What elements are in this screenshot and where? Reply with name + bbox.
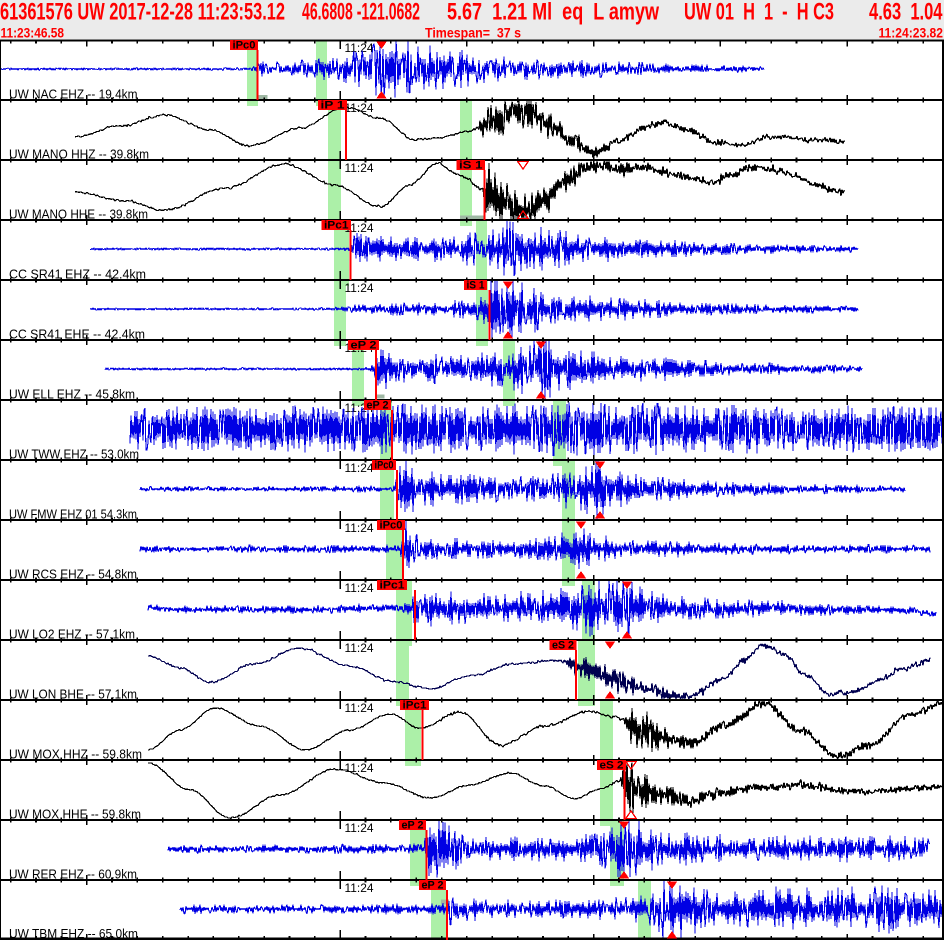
svg-text:UW ELL EHZ -- 45.8km: UW ELL EHZ -- 45.8km (9, 387, 135, 401)
svg-text:UW TWW EHZ -- 53.0km: UW TWW EHZ -- 53.0km (9, 447, 139, 461)
svg-text:UW LO2 EHZ -- 57.1km: UW LO2 EHZ -- 57.1km (9, 627, 135, 641)
svg-text:11:24: 11:24 (345, 521, 374, 535)
svg-text:11:24: 11:24 (345, 701, 374, 715)
svg-text:eS 2: eS 2 (600, 760, 624, 772)
svg-text:iP 1: iP 1 (321, 100, 345, 112)
svg-text:UW MANO HHE -- 39.8km: UW MANO HHE -- 39.8km (9, 207, 148, 221)
svg-text:iPc1: iPc1 (324, 220, 349, 232)
svg-text:11:24:23.82: 11:24:23.82 (879, 25, 944, 40)
svg-text:11:24: 11:24 (345, 641, 374, 655)
svg-text:UW RCS EHZ -- 54.8km: UW RCS EHZ -- 54.8km (9, 567, 137, 581)
svg-text:11:24: 11:24 (345, 221, 374, 235)
svg-text:iPc0: iPc0 (375, 460, 394, 472)
svg-text:11:24: 11:24 (345, 761, 374, 775)
svg-text:UW MOX HHZ -- 59.8km: UW MOX HHZ -- 59.8km (9, 747, 142, 761)
svg-text:eP 2: eP 2 (422, 880, 444, 892)
svg-text:eP 2: eP 2 (351, 340, 377, 352)
svg-text:5.67 1.21 Ml eq L amyw: 5.67 1.21 Ml eq L amyw (447, 0, 659, 26)
svg-text:Timespan= 37 s: Timespan= 37 s (425, 25, 521, 40)
svg-text:UW MOX HHE -- 59.8km: UW MOX HHE -- 59.8km (9, 807, 141, 821)
svg-text:iS 1: iS 1 (467, 280, 485, 292)
svg-text:11:24: 11:24 (345, 281, 374, 295)
svg-text:iPc0: iPc0 (380, 520, 403, 532)
svg-text:11:24: 11:24 (345, 881, 374, 895)
svg-text:UW TBM EHZ -- 65.0km: UW TBM EHZ -- 65.0km (9, 927, 138, 940)
svg-text:eP 2: eP 2 (367, 400, 389, 412)
svg-text:11:24: 11:24 (345, 821, 374, 835)
svg-text:46.6808 -121.0682: 46.6808 -121.0682 (302, 0, 420, 26)
svg-text:iS 1: iS 1 (459, 160, 483, 172)
svg-text:UW RER EHZ -- 60.9km: UW RER EHZ -- 60.9km (9, 867, 137, 881)
svg-text:11:24: 11:24 (345, 41, 374, 55)
svg-text:UW MANO HHZ -- 39.8km: UW MANO HHZ -- 39.8km (9, 147, 149, 161)
svg-text:UW FMW EHZ 01 54.3km: UW FMW EHZ 01 54.3km (9, 507, 137, 521)
svg-text:iPc1: iPc1 (380, 580, 405, 592)
svg-text:CC SR41 EHZ -- 42.4km: CC SR41 EHZ -- 42.4km (9, 267, 146, 281)
svg-text:UW LON BHE -- 57.1km: UW LON BHE -- 57.1km (9, 687, 137, 701)
svg-text:11:24: 11:24 (345, 461, 374, 475)
svg-text:eP 2: eP 2 (402, 820, 424, 832)
svg-text:eS 2: eS 2 (552, 640, 574, 652)
svg-text:61361576 UW 2017-12-28 11:23:5: 61361576 UW 2017-12-28 11:23:53.12 (0, 0, 285, 26)
svg-text:iPc0: iPc0 (233, 40, 256, 52)
svg-text:11:24: 11:24 (345, 101, 374, 115)
svg-text:UW NAC EHZ -- 19.4km: UW NAC EHZ -- 19.4km (9, 87, 138, 101)
svg-text:11:23:46.58: 11:23:46.58 (1, 25, 65, 40)
svg-text:11:24: 11:24 (345, 581, 374, 595)
svg-text:4.63 1.04: 4.63 1.04 (869, 0, 943, 26)
svg-text:UW 01 H 1 - H C3: UW 01 H 1 - H C3 (684, 0, 834, 26)
svg-text:11:24: 11:24 (345, 161, 374, 175)
svg-text:CC SR41 EHE -- 42.4km: CC SR41 EHE -- 42.4km (9, 327, 145, 341)
svg-text:iPc1: iPc1 (403, 700, 427, 712)
